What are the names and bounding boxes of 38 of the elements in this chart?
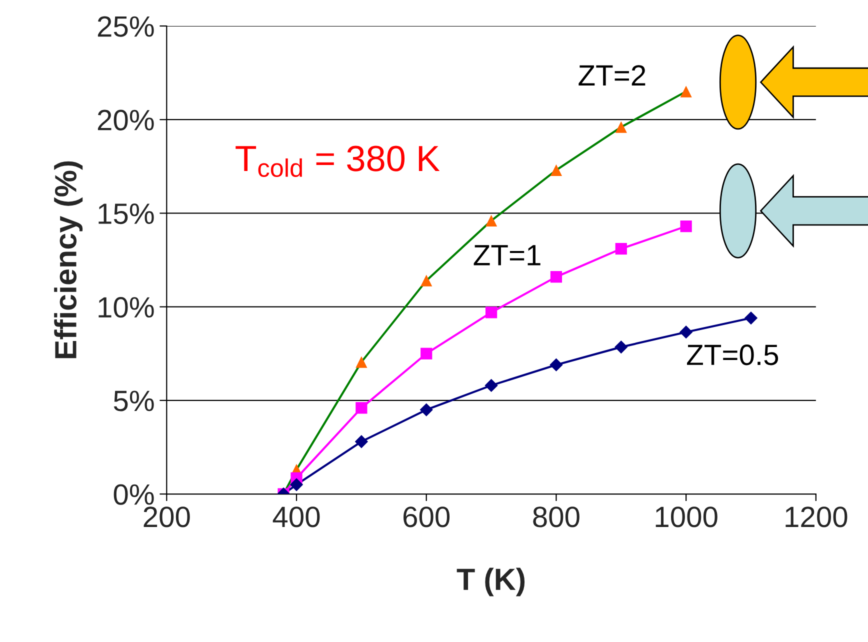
x-tick-label: 800 (533, 506, 580, 528)
y-tick-label: 20% (98, 110, 154, 130)
x-axis-title: T (K) (456, 568, 525, 596)
point (485, 306, 498, 318)
point (420, 274, 432, 286)
series-label: ZT=0.5 (686, 344, 778, 366)
point (356, 402, 368, 414)
point (356, 356, 368, 368)
y-axis-title: Efficiency (%) (54, 161, 83, 358)
point (615, 121, 627, 133)
point (420, 403, 433, 416)
point (550, 358, 563, 372)
y-tick-label: 15% (98, 204, 154, 224)
point (484, 378, 498, 392)
point (680, 220, 692, 232)
point (614, 340, 628, 354)
point (550, 164, 562, 176)
annotation: T$_{cold}$ = 380 K (236, 146, 440, 177)
x-tick-label: 400 (272, 506, 320, 528)
point (550, 271, 562, 283)
point (290, 478, 304, 492)
x-tick-label: 600 (404, 506, 450, 528)
x-tick-label: 200 (144, 506, 190, 528)
y-tick-label: 0% (114, 484, 154, 505)
point (615, 242, 627, 255)
x-tick-label: 1200 (786, 506, 848, 528)
point (485, 214, 498, 227)
point (744, 311, 758, 325)
point (680, 86, 692, 98)
y-tick-label: 5% (114, 390, 154, 412)
series-label: ZT=1 (474, 245, 540, 266)
y-tick-label: 10% (98, 297, 154, 318)
point (354, 435, 368, 448)
point (420, 348, 432, 360)
x-tick-label: 1000 (656, 506, 718, 528)
point (679, 325, 693, 339)
series-label: ZT=2 (578, 65, 646, 86)
y-tick-label: 25% (98, 16, 154, 37)
